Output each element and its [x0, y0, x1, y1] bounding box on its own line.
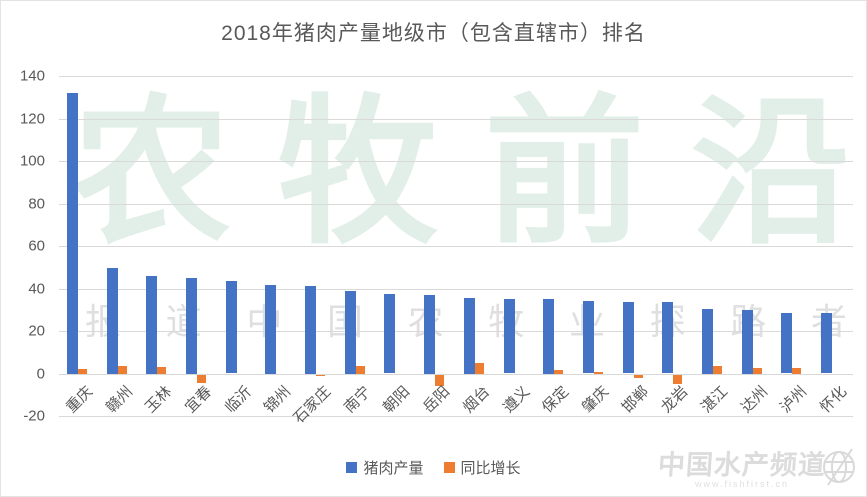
gridline	[59, 288, 853, 290]
y-tick-label: 80	[28, 195, 45, 212]
legend-label: 猪肉产量	[363, 460, 424, 477]
bar-pork-output	[225, 280, 237, 374]
x-tick-label: 临沂	[221, 383, 255, 417]
bar-yoy-growth	[117, 366, 127, 374]
logo-url: www.fishfirst.cn	[694, 478, 789, 489]
bar-yoy-growth	[355, 366, 365, 374]
x-tick-label: 玉林	[142, 383, 176, 417]
bar-pork-output	[821, 313, 833, 374]
bar-pork-output	[146, 275, 158, 374]
bar-pork-output	[702, 308, 714, 374]
chart-title: 2018年猪肉产量地级市（包含直辖市）排名	[221, 22, 646, 45]
y-tick-label: 60	[28, 237, 45, 255]
gridline	[59, 161, 853, 162]
y-tick-label: 20	[28, 322, 45, 340]
bar-pork-output	[424, 294, 436, 374]
logo-text-wrap: 中国水产频道 www.fishfirst.cn	[656, 450, 828, 489]
bar-pork-output	[265, 285, 277, 374]
gridline	[59, 416, 853, 417]
globe-icon	[823, 448, 855, 486]
bar-pork-output	[463, 298, 475, 374]
y-tick-label: 140	[19, 67, 45, 85]
bar-yoy-growth	[554, 370, 564, 374]
bar-yoy-growth	[633, 374, 643, 378]
bar-pork-output	[781, 312, 793, 374]
bar-pork-output	[344, 290, 356, 374]
bar-yoy-growth	[435, 374, 445, 387]
x-tick-label: 龙岩	[658, 383, 692, 417]
x-axis-labels: 重庆 赣州 玉林 宜春 临沂 锦州 石家庄 南宁 朝阳 岳阳 烟台 遵义 保定 肇庆 邯郸 龙岩 湛江 达州 泸州怀…	[59, 373, 853, 453]
x-tick-label: 烟台	[459, 383, 494, 417]
x-tick-label: 遵义	[499, 383, 533, 417]
bar-yoy-growth	[713, 366, 723, 374]
bar-yoy-growth	[157, 367, 167, 374]
gridline	[59, 118, 853, 120]
bar-pork-output	[305, 286, 317, 374]
x-tick-label: 湛江	[697, 383, 732, 417]
y-tick-label: -20	[23, 407, 45, 425]
plot-area	[59, 76, 853, 417]
gridline	[59, 331, 853, 332]
gridline	[59, 203, 853, 205]
x-tick-label: 朝阳	[380, 383, 414, 417]
bar-pork-output	[543, 299, 555, 374]
x-tick-label: 赣州	[102, 383, 136, 417]
gridline	[59, 76, 853, 77]
bar-yoy-growth	[77, 369, 87, 374]
legend-swatch	[346, 462, 358, 473]
bar-yoy-growth	[196, 374, 206, 383]
legend-swatch	[443, 462, 455, 473]
bar-pork-output	[106, 268, 118, 374]
chart-legend: 猪肉产量 同比增长	[1, 457, 866, 478]
legend-item: 猪肉产量	[346, 457, 424, 478]
bar-pork-output	[582, 300, 594, 374]
bar-yoy-growth	[316, 374, 326, 376]
bar-yoy-growth	[752, 368, 762, 374]
legend-label: 同比增长	[460, 460, 521, 477]
bar-pork-output	[622, 301, 634, 374]
y-tick-label: 100	[19, 152, 45, 170]
x-tick-label: 岳阳	[420, 383, 454, 417]
logo-text: 中国水产频道	[656, 450, 828, 481]
x-tick-label: 怀化	[817, 383, 851, 417]
bar-pork-output	[384, 293, 396, 374]
x-tick-label: 重庆	[62, 383, 97, 417]
y-tick-label: 40	[28, 280, 45, 297]
x-tick-label: 达州	[737, 383, 771, 417]
x-tick-label: 宜春	[181, 383, 216, 417]
gridline	[59, 246, 853, 247]
x-tick-label: 南宁	[340, 383, 374, 417]
x-tick-label: 保定	[539, 383, 573, 417]
x-tick-label: 邯郸	[618, 383, 652, 417]
bar-yoy-growth	[593, 372, 603, 374]
gridline	[59, 373, 853, 375]
bar-pork-output	[662, 301, 674, 374]
y-axis-labels: 140 120 100 80 60 40 20 0 -20	[1, 68, 49, 425]
bar-pork-output	[185, 277, 197, 374]
bar-pork-output	[66, 93, 78, 374]
x-tick-label: 肇庆	[578, 383, 613, 417]
x-tick-label: 泸州	[777, 383, 811, 417]
x-tick-label: 石家庄	[290, 383, 335, 427]
brand-logo: 中国水产频道 www.fishfirst.cn	[656, 446, 860, 494]
bar-yoy-growth	[792, 368, 802, 374]
bar-yoy-growth	[474, 362, 484, 374]
bar-pork-output	[741, 309, 753, 374]
y-tick-label: 0	[36, 365, 45, 382]
y-tick-label: 120	[19, 110, 45, 127]
legend-item: 同比增长	[443, 457, 521, 478]
bar-yoy-growth	[673, 374, 683, 385]
bar-pork-output	[503, 298, 515, 374]
